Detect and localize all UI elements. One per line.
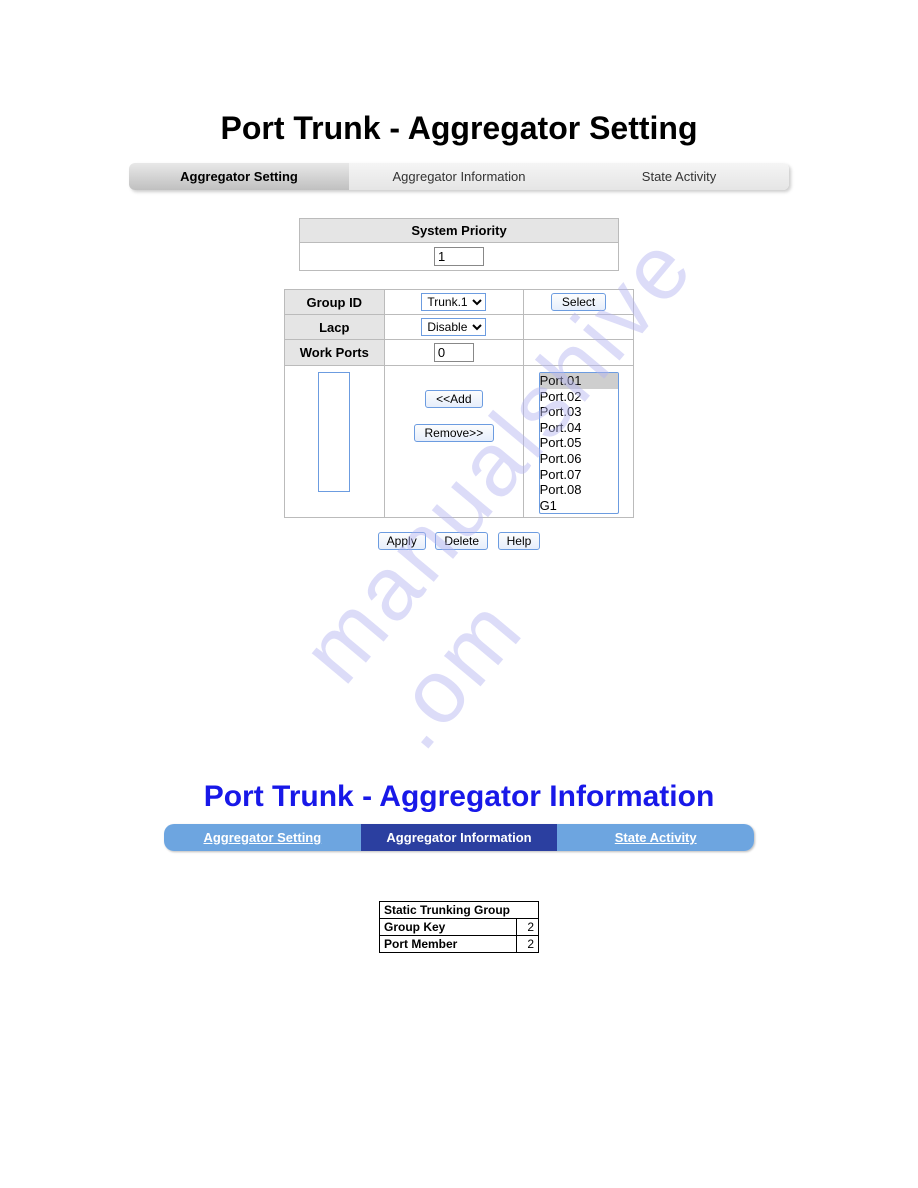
group-id-label: Group ID [285,290,385,315]
system-priority-label: System Priority [300,219,618,243]
system-priority-box: System Priority [299,218,619,271]
action-buttons: Apply Delete Help [284,532,634,550]
tab-aggregator-information[interactable]: Aggregator Information [361,824,558,851]
delete-button[interactable]: Delete [435,532,488,550]
list-item[interactable]: Port.02 [540,389,618,405]
available-ports-list[interactable]: Port.01 Port.02 Port.03 Port.04 Port.05 … [539,372,619,514]
tab-aggregator-information[interactable]: Aggregator Information [349,163,569,190]
tab-bar: Aggregator Setting Aggregator Informatio… [164,824,754,851]
config-table: Group ID Trunk.1 Select Lacp Disable [284,289,634,518]
page-title: Port Trunk - Aggregator Setting [0,110,918,147]
list-item[interactable]: G1 [540,498,618,514]
group-key-value: 2 [517,919,539,936]
page-title: Port Trunk - Aggregator Information [0,780,918,814]
tab-aggregator-setting[interactable]: Aggregator Setting [129,163,349,190]
list-item[interactable]: Port.05 [540,435,618,451]
work-ports-input[interactable] [434,343,474,362]
static-trunking-table: Static Trunking Group Group Key 2 Port M… [379,901,539,953]
tab-bar: Aggregator Setting Aggregator Informatio… [129,163,789,190]
work-ports-label: Work Ports [285,340,385,366]
apply-button[interactable]: Apply [378,532,426,550]
group-id-select[interactable]: Trunk.1 [421,293,486,311]
group-key-label: Group Key [380,919,517,936]
list-item[interactable]: Port.03 [540,404,618,420]
selected-ports-list[interactable] [318,372,350,492]
tab-aggregator-setting[interactable]: Aggregator Setting [164,824,361,851]
static-trunking-title: Static Trunking Group [380,902,539,919]
lacp-select[interactable]: Disable [421,318,486,336]
list-item[interactable]: Port.04 [540,420,618,436]
tab-state-activity[interactable]: State Activity [557,824,754,851]
select-button[interactable]: Select [551,293,606,311]
port-member-value: 2 [517,936,539,953]
list-item[interactable]: Port.01 [540,373,618,389]
tab-state-activity[interactable]: State Activity [569,163,789,190]
lacp-label: Lacp [285,315,385,340]
aggregator-setting-section: Port Trunk - Aggregator Setting Aggregat… [0,110,918,550]
port-member-label: Port Member [380,936,517,953]
add-button[interactable]: <<Add [425,390,482,408]
list-item[interactable]: Port.06 [540,451,618,467]
remove-button[interactable]: Remove>> [414,424,495,442]
list-item[interactable]: Port.08 [540,482,618,498]
aggregator-information-section: Port Trunk - Aggregator Information Aggr… [0,780,918,953]
list-item[interactable]: Port.07 [540,467,618,483]
help-button[interactable]: Help [498,532,541,550]
system-priority-input[interactable] [434,247,484,266]
